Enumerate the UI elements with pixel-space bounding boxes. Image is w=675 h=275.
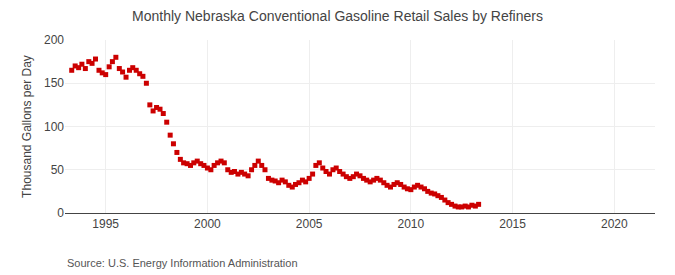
svg-text:2010: 2010 bbox=[398, 217, 425, 231]
svg-text:0: 0 bbox=[57, 206, 64, 220]
svg-text:50: 50 bbox=[51, 163, 65, 177]
svg-text:150: 150 bbox=[44, 76, 64, 90]
svg-text:Thousand Gallons per Day: Thousand Gallons per Day bbox=[20, 55, 34, 198]
svg-text:2015: 2015 bbox=[499, 217, 526, 231]
svg-text:2005: 2005 bbox=[296, 217, 323, 231]
svg-text:1995: 1995 bbox=[92, 217, 119, 231]
svg-text:100: 100 bbox=[44, 120, 64, 134]
svg-text:200: 200 bbox=[44, 33, 64, 47]
svg-text:2000: 2000 bbox=[194, 217, 221, 231]
svg-text:Monthly Nebraska Conventional: Monthly Nebraska Conventional Gasoline R… bbox=[132, 8, 543, 24]
svg-text:Source: U.S. Energy Informatio: Source: U.S. Energy Information Administ… bbox=[67, 257, 298, 269]
svg-text:2020: 2020 bbox=[601, 217, 628, 231]
